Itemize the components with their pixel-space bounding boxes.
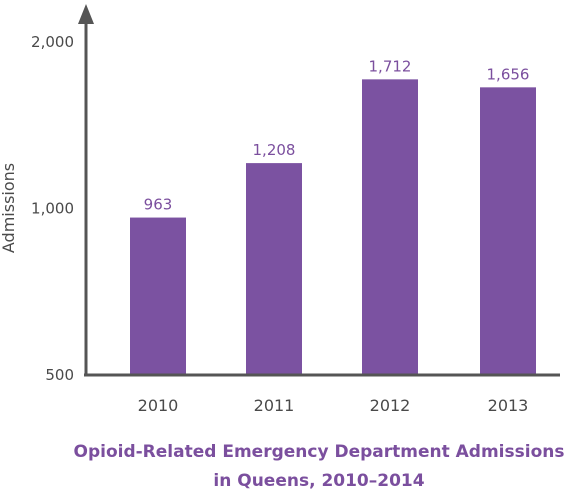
bar-2010 <box>130 217 186 375</box>
bar-2013 <box>480 87 536 376</box>
value-label-2010: 963 <box>144 196 173 214</box>
value-label-2011: 1,208 <box>253 141 296 159</box>
bar-2011 <box>246 163 302 375</box>
y-tick-label: 500 <box>45 366 74 384</box>
x-tick-label-2010: 2010 <box>138 396 179 415</box>
y-tick-label: 1,000 <box>31 200 74 218</box>
x-tick-label-2012: 2012 <box>370 396 411 415</box>
x-tick-label-2011: 2011 <box>254 396 295 415</box>
chart-title-line-2: in Queens, 2010–2014 <box>213 471 424 491</box>
x-tick-labels: 2010 2011 2012 2013 <box>138 396 529 415</box>
y-axis-label: Admissions <box>0 163 18 253</box>
y-tick-labels: 500 1,000 2,000 <box>31 33 74 384</box>
value-label-2012: 1,712 <box>369 57 412 75</box>
bar-2012 <box>362 79 418 376</box>
axes-layer <box>78 4 560 377</box>
y-axis-arrow-icon <box>78 4 94 24</box>
value-label-2013: 1,656 <box>487 65 530 83</box>
value-labels-layer: 963 1,208 1,712 1,656 <box>144 57 530 213</box>
y-tick-label: 2,000 <box>31 33 74 51</box>
bars-layer <box>130 79 536 376</box>
x-tick-label-2013: 2013 <box>488 396 529 415</box>
chart-title-line-1: Opioid-Related Emergency Department Admi… <box>74 442 565 462</box>
